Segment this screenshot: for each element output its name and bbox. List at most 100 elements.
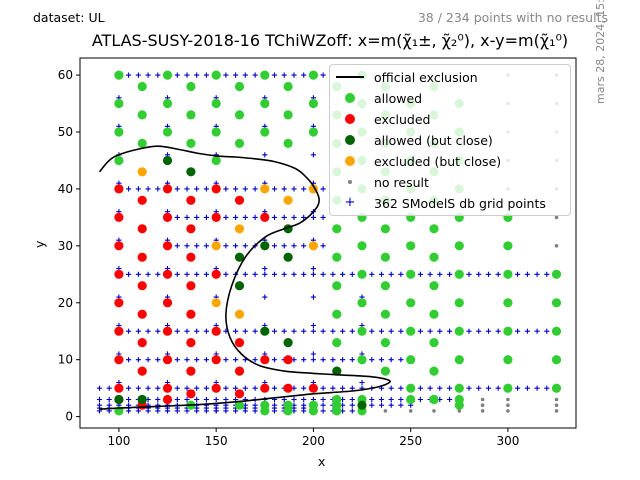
point-allowed [503, 383, 513, 393]
point-excluded [162, 269, 173, 279]
point-allowed [429, 252, 439, 262]
grid-point-marker [301, 328, 307, 334]
grid-point-marker [184, 243, 190, 249]
point-allowed [454, 400, 464, 410]
x-tick-label: 100 [107, 434, 130, 448]
point-allowed [332, 252, 342, 262]
grid-point-marker [271, 328, 278, 334]
grid-point-marker [466, 385, 472, 391]
grid-point-marker [223, 271, 229, 277]
legend-item-excluded: excluded [330, 109, 430, 129]
point-no-result [506, 409, 510, 413]
point-allowed [551, 326, 562, 336]
point-allowed [357, 326, 367, 336]
grid-point-marker [320, 357, 326, 363]
grid-point-marker [155, 385, 161, 391]
grid-point-marker [155, 271, 161, 277]
grid-point-marker [126, 357, 132, 363]
grid-point-marker [194, 271, 200, 277]
point-excluded-but-close [260, 184, 270, 194]
point-excluded [114, 355, 124, 365]
point-no-result [554, 397, 559, 402]
point-allowed [234, 81, 245, 92]
grid-point-marker [466, 271, 472, 277]
grid-point-marker [534, 328, 540, 334]
grid-point-marker [252, 357, 258, 363]
grid-point-marker [398, 271, 404, 277]
point-allowed [260, 70, 270, 80]
grid-point-marker [378, 271, 385, 277]
point-excluded [186, 338, 196, 348]
point-allowed [503, 298, 513, 308]
point-allowed [186, 81, 196, 92]
point-allowed-but-close [137, 394, 147, 405]
legend-label: excluded (but close) [374, 153, 502, 169]
grid-point-marker [378, 328, 385, 334]
point-excluded [114, 298, 124, 308]
grid-point-marker [524, 385, 530, 391]
grid-point-marker [252, 328, 258, 334]
grid-point-marker [271, 385, 278, 391]
grid-point-marker [388, 396, 394, 403]
grid-point-marker [349, 357, 355, 363]
grid-point-marker [310, 357, 316, 363]
line-swatch-icon [336, 76, 364, 78]
point-allowed [260, 98, 270, 109]
point-allowed [114, 155, 124, 166]
point-excluded [283, 355, 293, 365]
grid-point-marker [126, 396, 132, 403]
point-allowed [260, 127, 270, 137]
grid-point-marker [271, 271, 278, 277]
grid-point-marker [252, 72, 258, 78]
x-tick-label: 300 [496, 434, 519, 448]
grid-point-marker [281, 186, 287, 192]
grid-point-marker [233, 243, 239, 249]
grid-point-marker [495, 271, 501, 277]
grid-point-marker [223, 186, 229, 192]
x-axis-ticks: 100 150 200 250 300 [107, 428, 519, 448]
point-excluded-but-close [234, 309, 245, 319]
point-allowed [211, 155, 221, 166]
x-tick-label: 150 [205, 434, 228, 448]
point-excluded [211, 355, 221, 365]
grid-point-marker [369, 271, 375, 277]
point-excluded [186, 252, 196, 262]
grid-point-marker [203, 385, 209, 391]
grid-point-marker [223, 72, 229, 78]
grid-point-marker [398, 357, 404, 363]
point-no-result [408, 409, 413, 413]
grid-point-marker [485, 328, 492, 334]
point-excluded [186, 309, 196, 319]
grid-point-marker [233, 214, 239, 220]
grid-point-marker [349, 396, 355, 403]
grid-point-marker [233, 186, 239, 192]
x-axis-label: x [318, 454, 326, 469]
grid-point-marker [301, 408, 307, 414]
grid-point-marker [378, 402, 385, 408]
grid-point-marker [369, 402, 375, 408]
grid-point-marker [369, 328, 375, 334]
grid-point-marker [301, 271, 307, 277]
point-allowed [429, 338, 439, 348]
legend-label: no result [374, 174, 429, 190]
point-allowed [137, 81, 147, 92]
grid-point-marker [126, 186, 132, 192]
point-allowed [406, 241, 416, 251]
point-allowed [406, 394, 416, 405]
grid-point-marker [194, 396, 200, 403]
point-no-result [554, 244, 559, 248]
dot-swatch-icon [345, 93, 355, 103]
point-allowed [332, 309, 342, 319]
point-allowed [429, 281, 439, 291]
point-allowed [283, 138, 293, 148]
grid-point-marker [223, 396, 229, 403]
grid-point-marker [271, 72, 278, 78]
point-excluded [211, 269, 221, 279]
grid-point-marker [233, 328, 239, 334]
point-excluded [186, 281, 196, 291]
grid-point-marker [437, 328, 443, 334]
y-axis-ticks: 0 10 20 30 40 50 60 [58, 68, 80, 424]
grid-point-marker [155, 328, 161, 334]
point-excluded [211, 184, 221, 194]
grid-point-marker [184, 408, 190, 414]
